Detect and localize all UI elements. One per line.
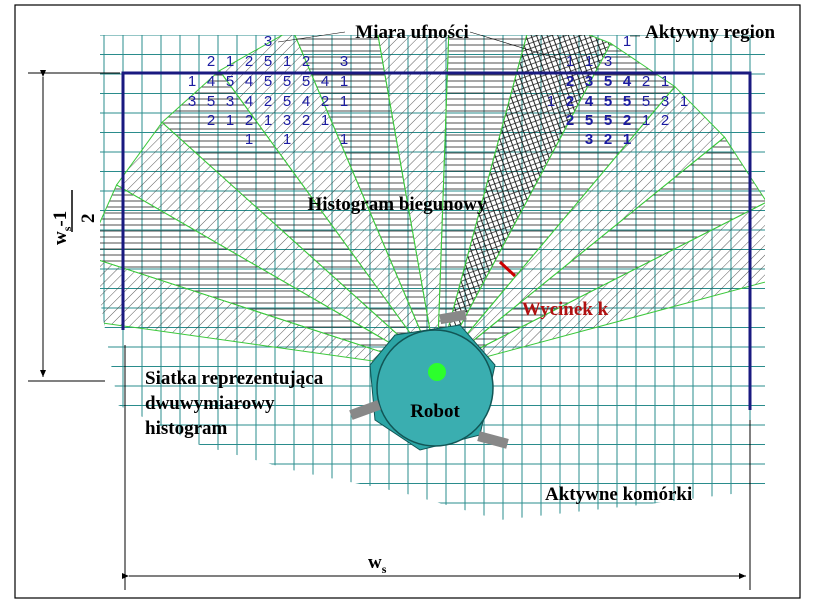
- dim-num: ws-1: [50, 211, 74, 245]
- cell-value: 5: [604, 112, 612, 129]
- cell-value: 1: [283, 53, 291, 70]
- active-region: [121, 71, 752, 410]
- cell-value: 1: [264, 112, 272, 129]
- dimensions: [28, 70, 751, 590]
- label: Aktywny region: [645, 22, 775, 43]
- cell-value: 5: [264, 53, 272, 70]
- cell-value: 1: [680, 93, 688, 110]
- cell-value: 3: [340, 53, 348, 70]
- dim-sub: s: [60, 226, 74, 231]
- cell-value: 1: [188, 73, 196, 90]
- cell-value: 3: [585, 131, 593, 148]
- cell-value: 1: [340, 73, 348, 90]
- cell-value: 1: [566, 53, 574, 70]
- cell-value: 3: [283, 112, 291, 129]
- dimension-height: ws-1 2: [50, 211, 99, 245]
- frame: [14, 4, 801, 599]
- cell-value: 5: [264, 73, 272, 90]
- cell-value: 5: [585, 112, 593, 129]
- cell-value: 4: [245, 73, 253, 90]
- cell-value: 2: [264, 93, 272, 110]
- robot: [349, 309, 509, 451]
- cell-value: 2: [566, 112, 574, 129]
- cell-value: 1: [226, 112, 234, 129]
- label: Aktywne komórki: [545, 484, 692, 505]
- cell-value: 2: [302, 53, 310, 70]
- cell-value: 3: [604, 53, 612, 70]
- cell-value: 5: [604, 73, 612, 90]
- cell-value: 2: [207, 53, 215, 70]
- cell-value: 4: [302, 93, 310, 110]
- cell-value: 3: [661, 93, 669, 110]
- cell-value: 5: [283, 73, 291, 90]
- cell-value: 4: [585, 93, 594, 110]
- cell-value: 1: [623, 131, 631, 148]
- cell-value: 1: [340, 131, 348, 148]
- dimension-label: ws: [368, 552, 387, 576]
- cell-value: 4: [321, 73, 329, 90]
- cell-value: 1: [623, 33, 631, 50]
- cell-value: 1: [283, 131, 291, 148]
- dim-main: w: [50, 231, 71, 245]
- cell-value: 2: [302, 112, 310, 129]
- cell-value: 1: [661, 73, 669, 90]
- label: Miara ufności: [355, 22, 468, 43]
- sector: [436, 201, 765, 371]
- cell-value: 5: [623, 93, 631, 110]
- cell-value: 1: [245, 131, 253, 148]
- cell-value: 3: [226, 93, 234, 110]
- cell-value: 2: [245, 53, 253, 70]
- cell-value: 2: [245, 112, 253, 129]
- cell-value: 2: [566, 93, 574, 110]
- label: Histogram biegunowy: [308, 194, 487, 215]
- dim-den: 2: [78, 214, 99, 224]
- dim-main: w: [368, 552, 382, 573]
- cell-value: 2: [642, 73, 650, 90]
- label: Siatka reprezentująca: [145, 368, 324, 389]
- cell-value: 5: [283, 93, 291, 110]
- polar-histogram: [100, 35, 765, 371]
- cell-value: 1: [585, 53, 593, 70]
- label: Robot: [410, 401, 460, 422]
- cell-value: 5: [226, 73, 234, 90]
- leader: [469, 31, 563, 61]
- dim-sub: s: [382, 562, 387, 576]
- label: histogram: [145, 418, 228, 439]
- label: Wycinek k: [522, 299, 609, 320]
- cell-value: 2: [207, 112, 215, 129]
- sector-marker: [498, 260, 517, 278]
- cell-value: 2: [321, 93, 329, 110]
- cell-value: 4: [207, 73, 215, 90]
- cell-value: 3: [264, 33, 272, 50]
- cell-value: 5: [302, 73, 310, 90]
- cell-value: 1: [226, 53, 234, 70]
- cell-value: 1: [642, 112, 650, 129]
- cell-value: 5: [642, 93, 650, 110]
- dim-rest: -1: [50, 211, 71, 227]
- cell-value: 5: [207, 93, 215, 110]
- cell-value: 5: [604, 93, 612, 110]
- cell-value: 4: [623, 73, 632, 90]
- cell-value: 3: [188, 93, 196, 110]
- cell-value: 4: [245, 93, 253, 110]
- cell-value: 2: [661, 112, 669, 129]
- cell-value: 2: [604, 131, 612, 148]
- cell-value: 2: [623, 112, 631, 129]
- leader: [277, 31, 346, 43]
- cell-value: 1: [321, 112, 329, 129]
- cell-value: 2: [566, 73, 574, 90]
- cell-value: 3: [585, 73, 593, 90]
- cell-value: 1: [340, 93, 348, 110]
- label: dwuwymiarowy: [145, 393, 275, 414]
- cell-value: 1: [547, 93, 555, 110]
- cell-values: 32 1 2 5 1 2 31 4 5 4 5 5 5 4 13 5 3 4 2 5 4 2 12 1 2 1 3 2 11 1 111 1 3…: [188, 33, 688, 148]
